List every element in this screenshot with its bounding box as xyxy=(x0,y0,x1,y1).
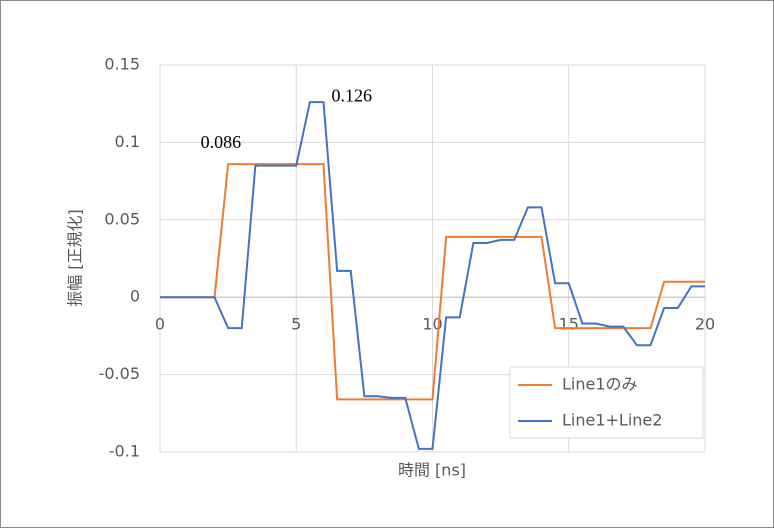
y-axis-label: 振幅 [正規化] xyxy=(66,209,85,307)
y-tick-label: -0.1 xyxy=(109,442,140,461)
y-tick-label: 0.15 xyxy=(104,55,140,74)
x-tick-label: 15 xyxy=(559,315,579,334)
x-tick-label: 0 xyxy=(155,315,165,334)
y-tick-label: -0.05 xyxy=(99,364,140,383)
y-tick-label: 0.1 xyxy=(115,132,140,151)
y-tick-label: 0.05 xyxy=(104,209,140,228)
legend-box xyxy=(509,366,704,439)
x-axis-label: 時間 [ns] xyxy=(398,461,466,480)
annotation: 0.126 xyxy=(332,85,373,105)
annotation: 0.086 xyxy=(201,132,242,152)
x-tick-label: 5 xyxy=(291,315,301,334)
x-tick-label: 20 xyxy=(695,315,715,334)
legend-label: Line1+Line2 xyxy=(562,411,662,430)
data-line xyxy=(160,101,705,450)
y-tick-label: 0 xyxy=(130,287,140,306)
data-line xyxy=(160,163,705,401)
legend-label: Line1のみ xyxy=(562,375,638,394)
